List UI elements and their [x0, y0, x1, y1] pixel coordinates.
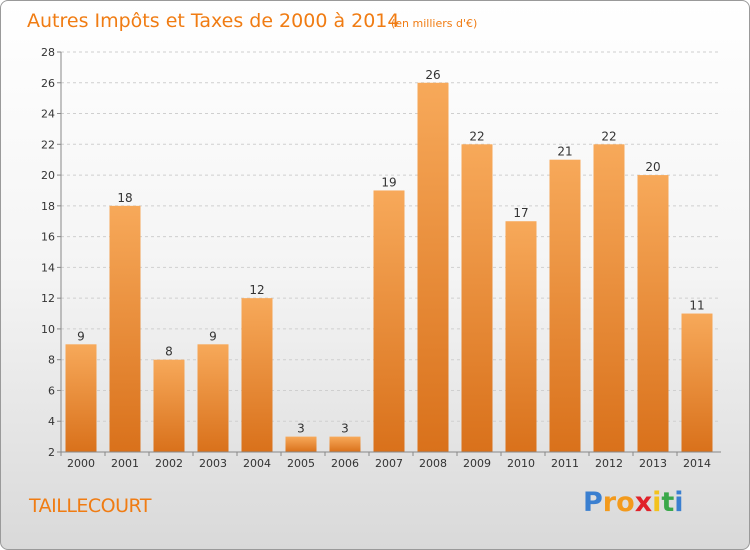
- logo-letter: r: [602, 487, 617, 518]
- x-tick-label: 2003: [199, 457, 227, 470]
- bar-2007: [373, 190, 405, 452]
- bar-2003: [197, 344, 229, 452]
- bar-2001: [109, 205, 141, 452]
- chart-subtitle: (en milliers d'€): [391, 17, 477, 30]
- logo-letter: i: [652, 487, 662, 518]
- data-label-2000: 9: [77, 329, 85, 343]
- bar-2002: [153, 359, 185, 452]
- y-tick-label: 12: [41, 292, 55, 305]
- y-tick-label: 4: [48, 415, 55, 428]
- commune-name: TAILLECOURT: [29, 495, 151, 517]
- y-tick-label: 26: [41, 77, 55, 90]
- data-label-2001: 18: [117, 191, 132, 205]
- bar-2010: [505, 221, 537, 452]
- data-label-2003: 9: [209, 329, 217, 343]
- logo-letter: i: [674, 487, 684, 518]
- data-label-2004: 12: [249, 283, 264, 297]
- data-label-2005: 3: [297, 422, 305, 436]
- logo-letter: o: [616, 487, 635, 518]
- x-tick-label: 2002: [155, 457, 183, 470]
- x-tick-label: 2013: [639, 457, 667, 470]
- data-label-2011: 21: [557, 145, 572, 159]
- x-tick-label: 2007: [375, 457, 403, 470]
- bar-2014: [681, 313, 713, 452]
- y-tick-label: 2: [48, 446, 55, 459]
- bar-2012: [593, 144, 625, 453]
- bar-2009: [461, 144, 493, 453]
- y-tick-label: 24: [41, 108, 55, 121]
- bar-2000: [65, 344, 97, 452]
- x-tick-label: 2005: [287, 457, 315, 470]
- bars: [65, 82, 713, 453]
- x-tick-label: 2001: [111, 457, 139, 470]
- data-label-2010: 17: [513, 206, 528, 220]
- y-tick-label: 8: [48, 354, 55, 367]
- x-tick-label: 2012: [595, 457, 623, 470]
- y-tick-label: 14: [41, 261, 55, 274]
- data-label-2012: 22: [601, 129, 616, 143]
- x-tick-label: 2011: [551, 457, 579, 470]
- x-tick-label: 2009: [463, 457, 491, 470]
- x-tick-label: 2004: [243, 457, 271, 470]
- y-tick-label: 18: [41, 200, 55, 213]
- bar-2006: [329, 436, 361, 452]
- x-tick-label: 2014: [683, 457, 711, 470]
- x-tick-label: 2008: [419, 457, 447, 470]
- x-tick-label: 2010: [507, 457, 535, 470]
- y-tick-label: 16: [41, 231, 55, 244]
- y-tick-label: 22: [41, 138, 55, 151]
- data-labels: 9 18 8 9 12 3 3 19 26 22 17 21 22 20 11: [77, 68, 704, 436]
- bar-2013: [637, 175, 669, 453]
- logo-letter: x: [634, 487, 653, 518]
- data-label-2006: 3: [341, 422, 349, 436]
- bar-2008: [417, 82, 449, 453]
- proxiti-logo: Proxiti: [583, 487, 684, 518]
- chart-title: Autres Impôts et Taxes de 2000 à 2014: [27, 10, 400, 32]
- bar-2011: [549, 159, 581, 452]
- y-tick-label: 10: [41, 323, 55, 336]
- data-label-2014: 11: [689, 299, 704, 313]
- data-label-2009: 22: [469, 129, 484, 143]
- x-tick-label: 2000: [67, 457, 95, 470]
- logo-letter: t: [661, 487, 675, 518]
- data-label-2007: 19: [381, 175, 396, 189]
- logo-letter: P: [583, 487, 603, 518]
- y-tick-label: 28: [41, 46, 55, 59]
- y-tick-label: 20: [41, 169, 55, 182]
- data-label-2008: 26: [425, 68, 440, 82]
- x-tick-label: 2006: [331, 457, 359, 470]
- data-label-2013: 20: [645, 160, 660, 174]
- bar-2005: [285, 436, 317, 452]
- bar-2004: [241, 298, 273, 452]
- data-label-2002: 8: [165, 345, 173, 359]
- y-tick-label: 6: [48, 384, 55, 397]
- x-axis-ticks: 2000 2001 2002 2003 2004 2005 2006 2007 2008 2009…: [60, 452, 711, 470]
